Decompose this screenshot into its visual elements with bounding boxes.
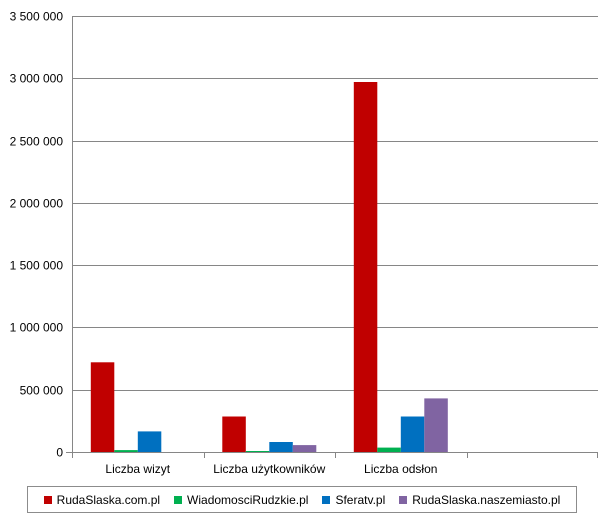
legend-label: RudaSlaska.com.pl	[56, 492, 161, 507]
y-tick-label: 2 000 000	[10, 197, 64, 211]
x-category-label: Liczba użytkowników	[213, 462, 325, 476]
legend-swatch	[322, 495, 331, 504]
bar	[222, 416, 246, 452]
bar	[377, 447, 401, 452]
bar	[292, 445, 317, 452]
bar	[269, 442, 293, 452]
bar	[245, 451, 270, 452]
legend-label: RudaSlaska.naszemiasto.pl	[412, 492, 561, 507]
legend-item: RudaSlaska.naszemiasto.pl	[399, 493, 560, 507]
y-tick-label: 1 500 000	[10, 259, 64, 273]
y-tick-label: 500 000	[20, 384, 64, 398]
legend-item: RudaSlaska.com.pl	[43, 492, 161, 507]
bar	[114, 450, 138, 452]
x-category-label: Liczba wizyt	[105, 462, 170, 476]
legend-swatch	[43, 495, 52, 504]
legend-swatch	[399, 495, 408, 504]
chart-legend: RudaSlaska.com.pl WiadomosciRudzkie.pl Sfe…	[27, 486, 577, 513]
legend-item: WiadomosciRudzkie.pl	[174, 493, 308, 507]
legend-item: Sferatv.pl	[322, 493, 385, 507]
bar	[424, 398, 448, 452]
legend-swatch	[174, 495, 183, 504]
legend-label: Sferatv.pl	[335, 492, 386, 507]
bar	[353, 82, 378, 452]
bar	[400, 416, 425, 452]
bar	[137, 431, 162, 452]
legend-label: WiadomosciRudzkie.pl	[187, 492, 309, 507]
y-tick-label: 1 000 000	[10, 321, 64, 335]
y-tick-label: 3 000 000	[10, 72, 64, 86]
y-tick-label: 2 500 000	[10, 135, 64, 149]
x-category-label: Liczba odsłon	[364, 462, 437, 476]
y-tick-label: 0	[56, 446, 63, 460]
y-tick-label: 3 500 000	[10, 10, 64, 24]
bar	[90, 362, 115, 452]
